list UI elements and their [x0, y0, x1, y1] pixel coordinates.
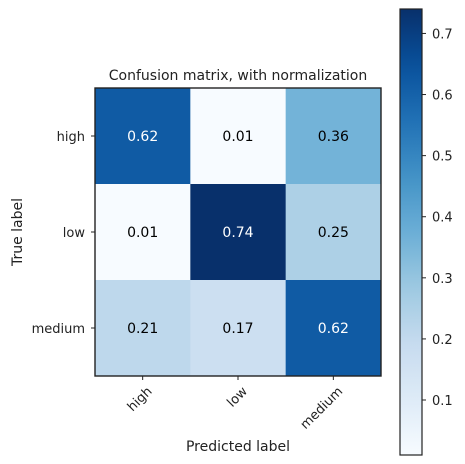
heatmap-cell [95, 88, 191, 185]
chart-title: Confusion matrix, with normalization [109, 68, 367, 84]
colorbar-tick-label: 0.4 [432, 211, 453, 226]
heatmap-cell [190, 184, 287, 281]
cell-value-label: 0.17 [222, 321, 253, 337]
heatmap-cells [95, 88, 382, 377]
x-tick-label: low [225, 384, 252, 411]
cell-value-label: 0.74 [222, 225, 253, 241]
cell-value-label: 0.21 [127, 321, 158, 337]
heatmap-cell [95, 184, 191, 281]
heatmap-cell [190, 88, 287, 185]
cell-value-label: 0.01 [222, 129, 253, 145]
colorbar-tick-label: 0.3 [432, 272, 453, 287]
cell-value-label: 0.62 [127, 129, 158, 145]
heatmap-cell [285, 184, 382, 281]
heatmap-cell [285, 280, 382, 377]
cell-value-label: 0.25 [318, 225, 349, 241]
colorbar-tick-label: 0.5 [432, 150, 453, 165]
x-axis-label: Predicted label [186, 439, 290, 455]
x-tick-label: high [125, 384, 156, 415]
heatmap-cell-labels: 0.62 0.01 0.36 0.01 0.74 0.25 0.21 0.17 0.62 [127, 129, 349, 337]
colorbar-tick-label: 0.7 [432, 27, 453, 42]
y-tick-label: medium [32, 322, 85, 337]
y-axis-label: True label [10, 198, 26, 267]
colorbar-tick-label: 0.2 [432, 333, 453, 348]
colorbar-tick-label: 0.6 [432, 89, 453, 104]
cell-value-label: 0.01 [127, 225, 158, 241]
colorbar-tick-labels: 0.1 0.2 0.3 0.4 0.5 0.6 0.7 [422, 27, 453, 409]
x-tick-labels: high low medium [125, 376, 346, 433]
x-tick-label: medium [298, 384, 346, 432]
colorbar [399, 8, 423, 456]
y-tick-labels: high low medium [32, 130, 95, 337]
colorbar-tick-label: 0.1 [432, 394, 453, 409]
cell-value-label: 0.36 [318, 129, 349, 145]
cell-value-label: 0.62 [318, 321, 349, 337]
heatmap-cell [190, 280, 287, 377]
y-tick-label: low [63, 226, 86, 241]
heatmap-cell [95, 280, 191, 377]
y-tick-label: high [57, 130, 85, 145]
heatmap-cell [285, 88, 382, 185]
